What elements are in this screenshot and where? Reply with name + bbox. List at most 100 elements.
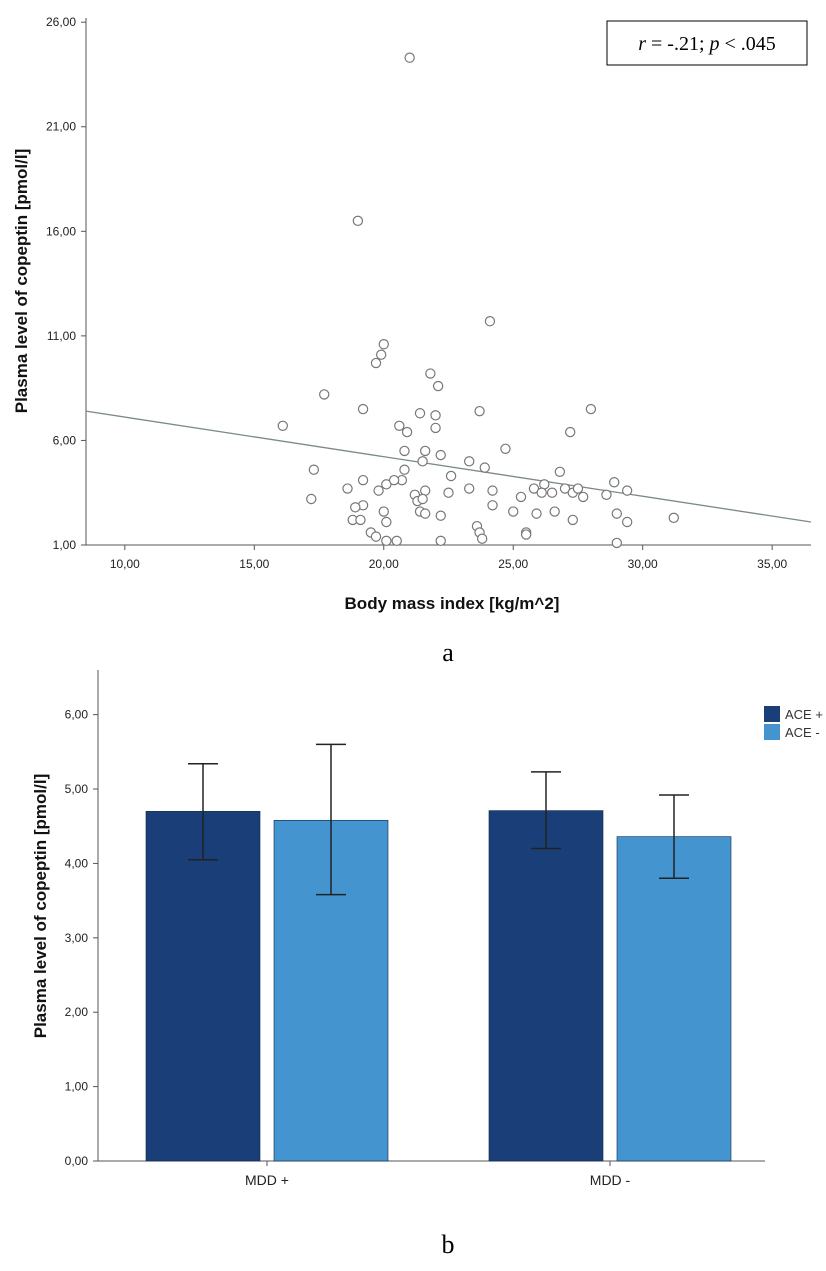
- scatter-point: [378, 506, 389, 517]
- panel-label-a: a: [442, 638, 454, 667]
- scatter-point: [487, 485, 498, 496]
- scatter-x-tick-label: 10,00: [110, 557, 140, 571]
- annotation-text: r = -.21; p < .045: [638, 33, 776, 55]
- scatter-point: [621, 516, 633, 528]
- scatter-point: [554, 466, 566, 478]
- scatter-point: [443, 487, 454, 498]
- scatter-point: [370, 357, 382, 369]
- regression-line: [85, 410, 812, 523]
- scatter-point: [430, 410, 441, 421]
- bar-y-tick-label: 6,00: [65, 708, 89, 722]
- legend-swatch-ace-minus: [764, 724, 780, 740]
- scatter-point: [432, 380, 444, 392]
- scatter-point: [500, 443, 511, 455]
- bar-x-tick-label: MDD +: [245, 1172, 289, 1188]
- legend-label-ace-plus: ACE +: [785, 707, 823, 722]
- scatter-point: [528, 483, 540, 494]
- scatter-point: [435, 449, 446, 461]
- scatter-point: [601, 489, 612, 501]
- scatter-point: [484, 316, 496, 327]
- scatter-point: [357, 474, 369, 486]
- scatter-point: [342, 483, 353, 494]
- scatter-point: [414, 408, 426, 419]
- scatter-point: [381, 516, 392, 528]
- scatter-points: [277, 52, 679, 549]
- scatter-point: [621, 485, 633, 496]
- scatter-chart: 10,00 15,00 20,00 25,00 30,00 35,00 1,006,001…: [12, 15, 812, 613]
- scatter-point: [508, 506, 519, 517]
- scatter-x-tick-label: 25,00: [498, 557, 528, 571]
- scatter-point: [611, 508, 623, 519]
- bar-y-tick-label: 4,00: [65, 856, 89, 870]
- bar: [616, 836, 732, 1162]
- scatter-point: [381, 479, 392, 490]
- scatter-point: [435, 535, 446, 547]
- scatter-point: [399, 445, 410, 457]
- annotation-r-value: = -.21;: [646, 33, 710, 55]
- scatter-x-ticks: 10,00 15,00 20,00 25,00 30,00 35,00: [110, 545, 788, 571]
- scatter-y-tick-label: 21,00: [46, 120, 76, 134]
- scatter-point: [564, 426, 576, 438]
- correlation-annotation: r = -.21; p < .045: [606, 20, 808, 66]
- scatter-point: [388, 474, 400, 486]
- scatter-point: [352, 215, 364, 227]
- scatter-point: [417, 456, 428, 467]
- scatter-point: [355, 514, 366, 526]
- annotation-p-symbol: p: [708, 33, 720, 55]
- scatter-y-ticks: 1,00 6,00 11,00 16,00 21,00 26,00: [46, 15, 86, 552]
- scatter-point: [381, 535, 392, 547]
- bar-x-ticks: MDD + MDD -: [245, 1161, 631, 1188]
- bar: [145, 811, 261, 1162]
- scatter-point: [464, 456, 475, 467]
- scatter-point: [399, 464, 410, 475]
- bar-y-tick-label: 0,00: [65, 1154, 89, 1168]
- scatter-x-axis-title: Body mass index [kg/m^2]: [345, 594, 560, 613]
- annotation-p-value: < .045: [720, 33, 776, 55]
- scatter-point: [306, 493, 317, 505]
- scatter-point: [404, 52, 415, 63]
- bar-y-tick-label: 5,00: [65, 782, 89, 796]
- scatter-point: [394, 420, 405, 431]
- scatter-point: [370, 531, 382, 542]
- scatter-y-tick-label: 6,00: [53, 433, 77, 447]
- scatter-point: [487, 500, 498, 511]
- scatter-point: [476, 533, 488, 544]
- bar-y-tick-label: 1,00: [65, 1080, 89, 1094]
- scatter-point: [549, 506, 560, 517]
- scatter-point: [277, 420, 288, 431]
- scatter-point: [373, 485, 384, 496]
- scatter-y-axis-title: Plasma level of copeptin [pmol/l]: [12, 149, 31, 414]
- scatter-point: [391, 535, 402, 547]
- legend: ACE + ACE -: [764, 706, 823, 740]
- scatter-point: [401, 426, 413, 438]
- scatter-point: [611, 537, 623, 549]
- scatter-point: [546, 487, 558, 498]
- scatter-y-tick-label: 16,00: [46, 224, 76, 238]
- error-bars: [188, 743, 689, 896]
- scatter-point: [425, 368, 436, 379]
- legend-label-ace-minus: ACE -: [785, 725, 820, 740]
- scatter-x-tick-label: 30,00: [628, 557, 658, 571]
- panel-label-b: b: [442, 1230, 455, 1259]
- annotation-r-symbol: r: [638, 33, 646, 55]
- scatter-point: [378, 339, 389, 350]
- scatter-point: [357, 403, 369, 415]
- scatter-point: [572, 483, 584, 494]
- scatter-point: [520, 529, 532, 540]
- scatter-point: [567, 514, 578, 526]
- bars: [145, 810, 732, 1162]
- scatter-y-tick-label: 1,00: [53, 538, 77, 552]
- scatter-x-tick-label: 20,00: [369, 557, 399, 571]
- bar-chart: 0,001,002,003,004,005,006,00 MDD + MDD - …: [31, 670, 823, 1188]
- scatter-point: [435, 510, 446, 521]
- scatter-point: [308, 464, 320, 475]
- scatter-point: [350, 502, 361, 513]
- scatter-point: [577, 491, 589, 503]
- scatter-point: [474, 405, 485, 417]
- scatter-point: [319, 389, 330, 400]
- scatter-point: [375, 349, 387, 360]
- scatter-x-tick-label: 35,00: [757, 557, 787, 571]
- scatter-point: [430, 422, 441, 434]
- scatter-point: [417, 493, 428, 505]
